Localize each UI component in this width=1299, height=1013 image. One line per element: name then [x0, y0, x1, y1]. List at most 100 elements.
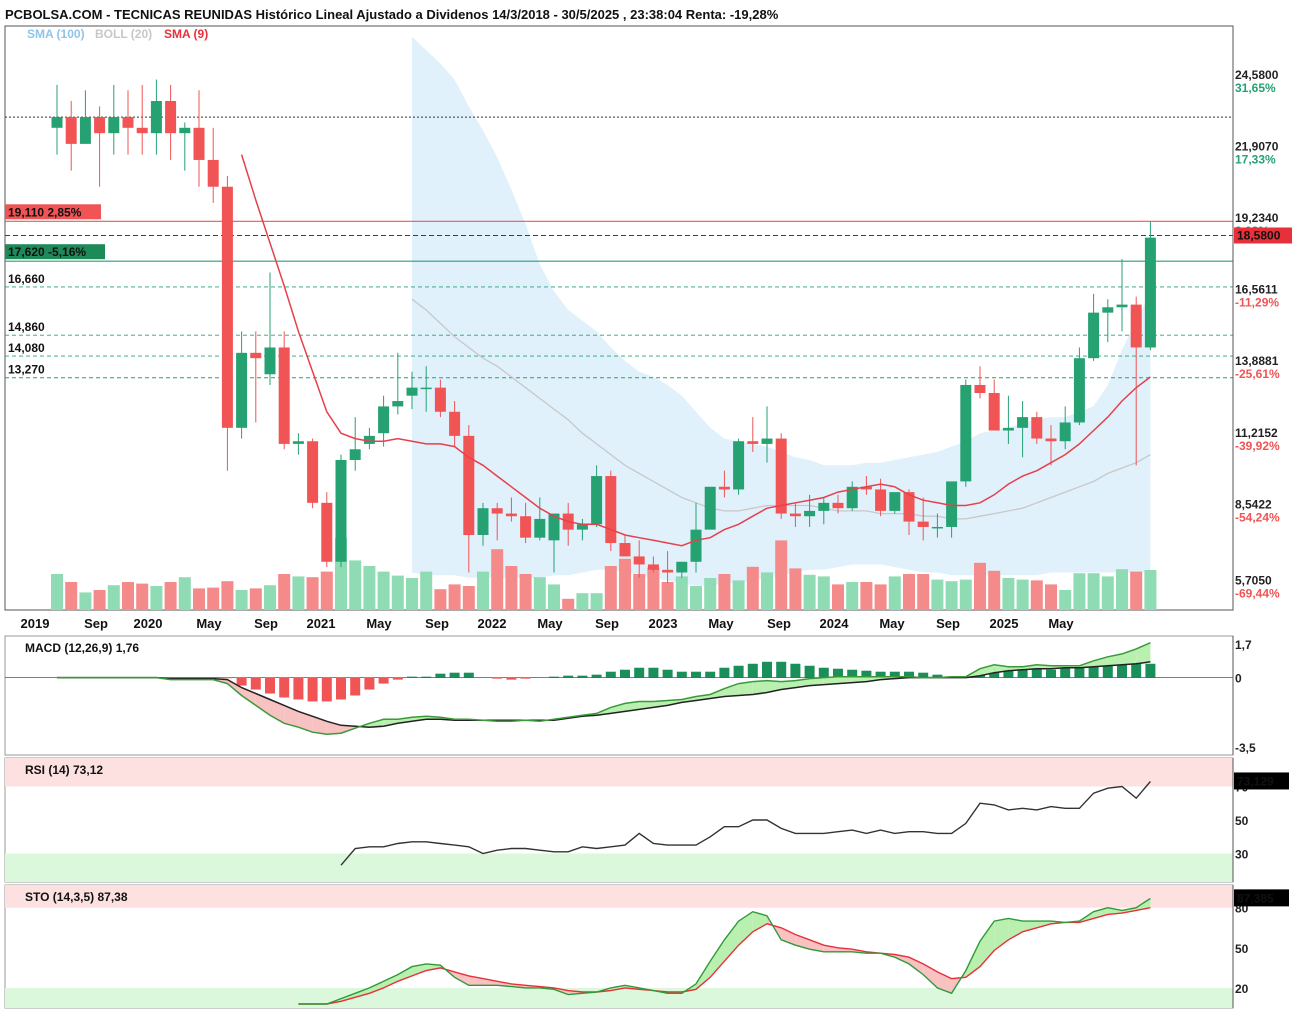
volume-bar — [377, 571, 390, 610]
volume-bar — [292, 576, 305, 610]
macd-signal-fill — [383, 719, 398, 727]
price-tick-label: 19,2340 — [1235, 211, 1279, 225]
volume-bar — [462, 586, 475, 610]
macd-histogram-bar — [236, 677, 247, 686]
volume-bar — [888, 576, 901, 610]
macd-histogram-bar — [705, 671, 716, 678]
sto-fill — [923, 963, 938, 988]
volume-bar — [122, 582, 134, 610]
candle-down — [65, 117, 77, 144]
macd-histogram-bar — [1145, 663, 1156, 678]
macd-signal-fill — [284, 705, 299, 728]
volume-bar — [278, 574, 291, 610]
candle-up — [1088, 312, 1100, 359]
macd-histogram-bar — [1003, 666, 1014, 678]
sto-fill — [1093, 907, 1108, 919]
volume-bar — [420, 571, 433, 610]
macd-title: MACD (12,26,9) 1,76 — [25, 641, 139, 655]
macd-histogram-bar — [492, 677, 503, 679]
macd-histogram-bar — [662, 669, 673, 678]
volume-bar — [789, 568, 802, 610]
volume-bar — [1116, 569, 1128, 610]
macd-histogram-bar — [676, 671, 687, 678]
legend-boll[interactable]: BOLL (20) — [95, 27, 152, 41]
macd-signal-fill — [724, 683, 739, 697]
candle-up — [946, 481, 958, 527]
current-price-tag-bg — [1234, 227, 1292, 244]
current-price-tag: 18,5800 — [1237, 228, 1281, 242]
x-axis-label: Sep — [767, 616, 791, 631]
macd-tick-label: -3,5 — [1235, 741, 1256, 755]
macd-histogram-bar — [392, 677, 403, 680]
macd-signal-fill — [752, 680, 767, 695]
volume-bar — [519, 574, 532, 610]
candle-up — [733, 441, 745, 490]
rsi-tick-label: 30 — [1235, 848, 1249, 862]
candle-up — [51, 117, 63, 128]
sto-title-text: STO (14,3,5) 87,38 — [25, 890, 128, 904]
candle-up — [576, 524, 588, 530]
candle-down — [94, 117, 106, 134]
price-tick-label: 11,2152 — [1235, 426, 1278, 440]
sto-k-line — [298, 897, 1151, 1005]
candle-down — [619, 543, 631, 557]
sto-tick-label: 20 — [1235, 982, 1249, 996]
candle-down — [789, 513, 801, 517]
volume-bar — [533, 577, 546, 610]
volume-bar — [917, 574, 930, 610]
x-axis-label: May — [1048, 616, 1074, 631]
candle-up — [818, 502, 830, 511]
candle-down — [278, 347, 290, 444]
x-axis-label: Sep — [425, 616, 449, 631]
macd-histogram-bar — [904, 671, 914, 678]
sto-fill — [483, 978, 498, 986]
rsi-panel: RSI (14) 73,12RSI (14) 73,1270503073,129 — [4, 757, 1289, 883]
candle-down — [165, 101, 177, 134]
sto-fill — [752, 911, 767, 932]
candle-down — [917, 521, 929, 527]
level-label: 14,080 — [8, 341, 45, 355]
legend-sma9[interactable]: SMA (9) — [164, 27, 208, 41]
candle-up — [363, 435, 375, 444]
candle-up — [406, 387, 418, 396]
price-tick-pct: -39,92% — [1235, 439, 1280, 453]
candle-down — [832, 502, 844, 509]
volume-bar — [207, 587, 220, 610]
volume-bar — [320, 571, 333, 610]
candle-up — [236, 352, 248, 428]
macd-histogram-bar — [875, 671, 886, 678]
legend-sma100[interactable]: SMA (100) — [27, 27, 85, 41]
macd-histogram-bar — [648, 667, 659, 678]
macd-signal-fill — [738, 681, 753, 696]
candle-up — [591, 476, 603, 525]
candle-up — [804, 510, 816, 517]
volume-bar — [406, 578, 418, 610]
macd-histogram-bar — [265, 677, 275, 694]
price-tick-pct: -11,29% — [1235, 296, 1279, 310]
macd-histogram-bar — [307, 677, 318, 702]
candle-down — [307, 441, 319, 503]
candle-down — [647, 564, 659, 570]
price-tick-pct: 31,65% — [1235, 81, 1276, 95]
volume-bar — [249, 588, 262, 610]
volume-bar — [1130, 571, 1143, 610]
candle-down — [903, 492, 915, 522]
candle-down — [491, 508, 503, 514]
x-axis-label: 2022 — [478, 616, 507, 631]
volume-bar — [704, 578, 717, 610]
macd-histogram-bar — [1031, 668, 1042, 678]
macd-histogram-bar — [804, 665, 815, 678]
volume-bar — [945, 581, 958, 610]
volume-bar — [590, 593, 603, 610]
volume-bar — [391, 575, 404, 610]
sto-fill — [412, 963, 427, 976]
candle-down — [207, 159, 219, 187]
macd-histogram-bar — [506, 677, 517, 680]
candle-down — [662, 569, 674, 573]
candle-up — [704, 486, 716, 530]
volume-bar — [647, 567, 660, 610]
volume-bar — [1059, 590, 1072, 610]
candle-up — [349, 449, 361, 460]
sto-tick-label: 50 — [1235, 942, 1249, 956]
volume-bar — [491, 549, 504, 610]
